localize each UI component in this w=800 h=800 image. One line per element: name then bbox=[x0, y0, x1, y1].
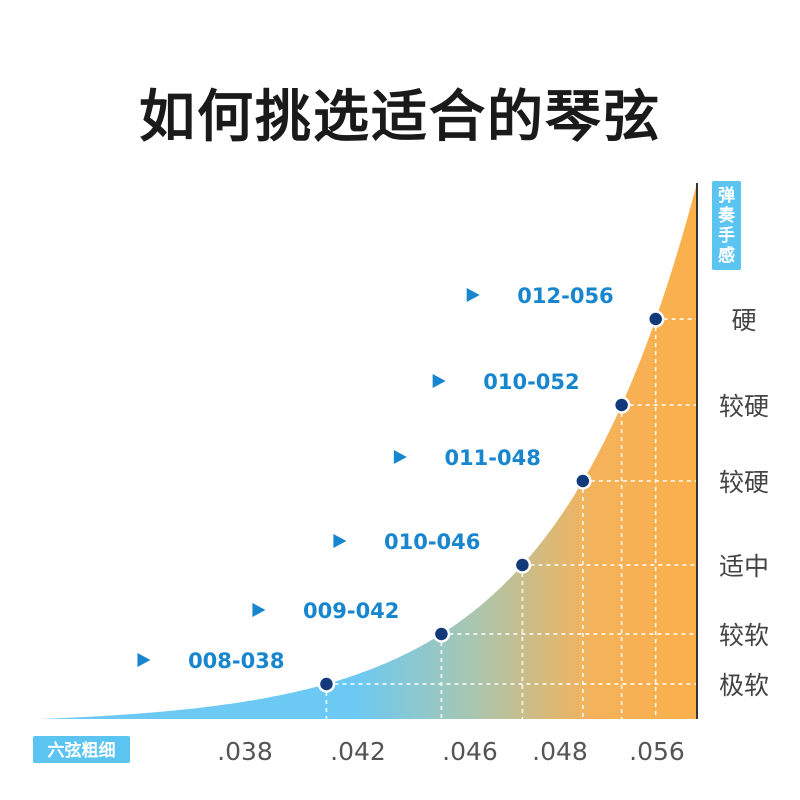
data-point bbox=[612, 396, 631, 414]
y-axis-badge bbox=[712, 181, 741, 270]
point-label: 012-056 bbox=[517, 284, 613, 308]
x-tick-label: .046 bbox=[442, 737, 498, 766]
x-axis-label: 六弦粗细 bbox=[48, 740, 116, 761]
data-point bbox=[513, 556, 532, 574]
play-triangle-icon bbox=[333, 534, 347, 548]
play-triangle-icon bbox=[252, 603, 266, 617]
play-triangle-icon bbox=[432, 374, 446, 388]
curve-area bbox=[40, 183, 697, 719]
feel-level-label: 适中 bbox=[719, 552, 769, 581]
x-tick-label: .048 bbox=[532, 737, 588, 766]
data-point bbox=[646, 310, 665, 328]
point-label: 010-046 bbox=[384, 530, 480, 554]
feel-level-label: 硬 bbox=[731, 306, 756, 335]
data-point bbox=[574, 472, 592, 490]
play-triangle-icon bbox=[393, 450, 407, 464]
x-tick-label: .038 bbox=[217, 737, 273, 766]
x-tick-label: .056 bbox=[629, 737, 685, 766]
feel-level-label: 较硬 bbox=[719, 392, 769, 421]
x-axis-badge bbox=[33, 736, 130, 763]
page-title: 如何挑选适合的琴弦 bbox=[139, 85, 661, 150]
x-tick-label: .042 bbox=[330, 737, 386, 766]
play-triangle-icon bbox=[137, 653, 151, 667]
point-label: 011-048 bbox=[444, 446, 540, 470]
point-label: 008-038 bbox=[188, 649, 284, 673]
feel-level-label: 较硬 bbox=[719, 468, 769, 497]
point-label: 010-052 bbox=[483, 370, 579, 394]
data-point bbox=[432, 625, 451, 643]
data-point bbox=[317, 675, 336, 693]
feel-level-label: 较软 bbox=[719, 621, 769, 650]
point-label: 009-042 bbox=[303, 599, 399, 623]
y-axis-label: 弹奏手感 bbox=[717, 185, 736, 266]
play-triangle-icon bbox=[466, 288, 480, 302]
feel-level-label: 极软 bbox=[719, 671, 769, 700]
